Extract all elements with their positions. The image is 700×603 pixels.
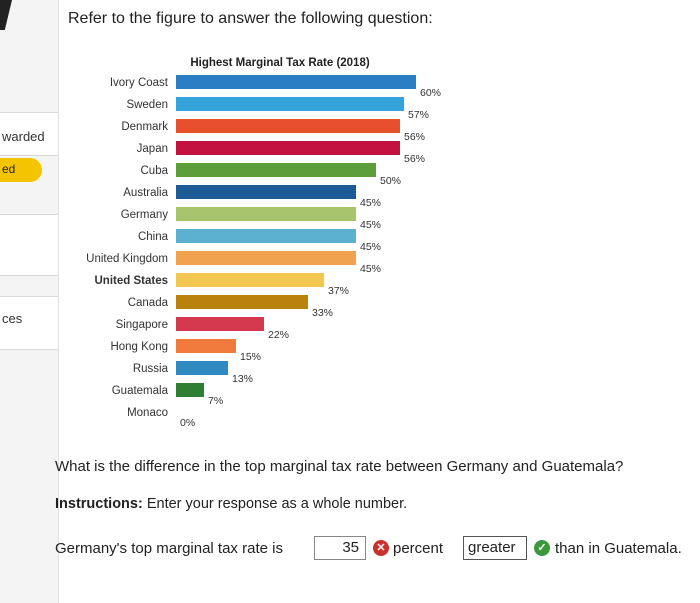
value-label: 56% — [404, 153, 425, 165]
left-panel: warded ed ces — [0, 0, 59, 603]
instructions-text: Enter your response as a whole number. — [142, 496, 408, 512]
category-label: Monaco — [127, 407, 168, 419]
value-label: 33% — [312, 307, 333, 319]
sidebar-item-label: ed — [2, 162, 16, 176]
answer-suffix: than in Guatemala. — [555, 540, 682, 557]
value-label: 13% — [232, 373, 253, 385]
category-label: Singapore — [116, 319, 168, 331]
answer-input[interactable]: 35 — [314, 536, 366, 560]
category-label: China — [138, 231, 169, 243]
category-label: Denmark — [121, 121, 168, 133]
sidebar-item-status-badge[interactable]: ed — [0, 158, 42, 182]
bar — [176, 317, 264, 331]
tax-rate-chart: Highest Marginal Tax Rate (2018) Ivory Co… — [86, 57, 441, 429]
bar — [176, 361, 228, 375]
bar — [176, 295, 308, 309]
answer-middle: percent — [393, 540, 444, 557]
prompt-text: Refer to the figure to answer the follow… — [68, 10, 433, 27]
sidebar-item-label: ces — [2, 311, 23, 326]
category-label: Cuba — [141, 165, 169, 177]
bar — [176, 339, 236, 353]
category-label: Australia — [123, 187, 168, 199]
question-text: What is the difference in the top margin… — [55, 458, 624, 475]
value-label: 0% — [180, 417, 195, 429]
instructions-label: Instructions: — [55, 496, 143, 512]
category-label: United Kingdom — [86, 253, 168, 265]
bar — [176, 141, 400, 155]
sidebar-item-blank[interactable] — [0, 214, 58, 276]
chart-title: Highest Marginal Tax Rate (2018) — [190, 57, 370, 69]
category-label: Hong Kong — [110, 341, 168, 353]
bar — [176, 251, 356, 265]
category-label: United States — [95, 275, 169, 287]
category-label: Germany — [121, 209, 169, 221]
instructions: Instructions: Enter your response as a w… — [55, 496, 407, 512]
bar — [176, 97, 404, 111]
value-label: 56% — [404, 131, 425, 143]
value-label: 22% — [268, 329, 289, 341]
sidebar-item-label: warded — [2, 129, 45, 144]
answer-prefix: Germany's top marginal tax rate is — [55, 540, 283, 557]
value-label: 60% — [420, 87, 441, 99]
value-label: 45% — [360, 197, 381, 209]
value-label: 45% — [360, 241, 381, 253]
value-label: 37% — [328, 285, 349, 297]
category-label: Ivory Coast — [110, 77, 169, 89]
sidebar-item-resources[interactable]: ces — [0, 296, 58, 350]
category-label: Guatemala — [112, 385, 169, 397]
bar — [176, 273, 324, 287]
value-label: 7% — [208, 395, 223, 407]
bar — [176, 229, 356, 243]
bar — [176, 119, 400, 133]
check-circle-icon: ✓ — [534, 540, 550, 556]
bar — [176, 207, 356, 221]
x-circle-icon: ✕ — [373, 540, 389, 556]
bar — [176, 383, 204, 397]
bar — [176, 185, 356, 199]
value-label: 45% — [360, 219, 381, 231]
value-label: 45% — [360, 263, 381, 275]
value-label: 50% — [380, 175, 401, 187]
value-label: 15% — [240, 351, 261, 363]
sidebar-item-awarded[interactable]: warded — [0, 112, 58, 156]
bar — [176, 163, 376, 177]
comparison-dropdown[interactable]: greater — [463, 536, 527, 560]
value-label: 57% — [408, 109, 429, 121]
category-label: Japan — [137, 143, 168, 155]
logo-mark — [0, 0, 12, 30]
category-label: Russia — [133, 363, 169, 375]
category-label: Canada — [128, 297, 169, 309]
category-label: Sweden — [126, 99, 168, 111]
bar — [176, 75, 416, 89]
